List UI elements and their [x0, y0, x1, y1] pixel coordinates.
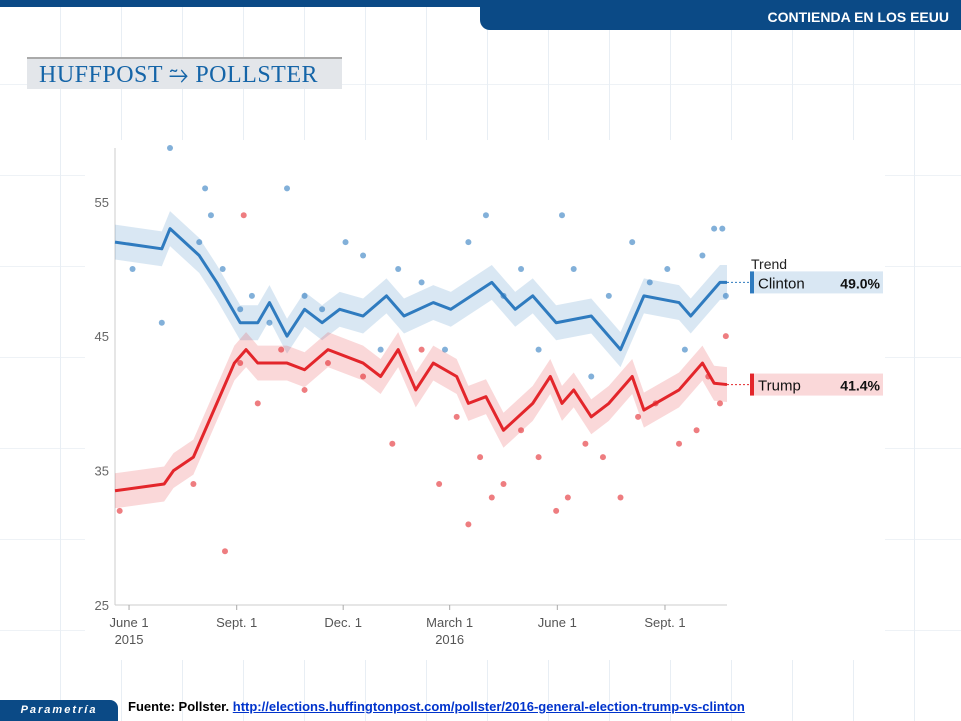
trump-poll-point [518, 427, 525, 434]
trump-poll-point [301, 386, 308, 393]
trump-poll-point [599, 454, 606, 461]
clinton-poll-point [518, 265, 525, 272]
clinton-poll-point [129, 265, 136, 272]
trump-poll-point [477, 454, 484, 461]
x-tick-label: Dec. 1 [324, 615, 362, 630]
trump-poll-point [116, 507, 123, 514]
trump-poll-point [465, 521, 472, 528]
clinton-poll-point [722, 292, 729, 299]
trump-poll-point [500, 481, 507, 488]
clinton-poll-point [301, 292, 308, 299]
trump-legend-value: 41.4% [840, 378, 880, 394]
clinton-poll-point [570, 265, 577, 272]
clinton-poll-point [418, 279, 425, 286]
trump-poll-point [635, 413, 642, 420]
clinton-poll-point [342, 239, 349, 246]
clinton-poll-point [207, 212, 214, 219]
clinton-poll-point [559, 212, 566, 219]
legend-title: Trend [751, 256, 787, 272]
legend-swatch [750, 373, 754, 396]
trump-poll-point [237, 360, 244, 367]
x-tick-sublabel: 2015 [115, 632, 144, 647]
trump-poll-point [278, 346, 285, 353]
trump-poll-point [564, 494, 571, 501]
parametria-brand: Parametría [0, 700, 118, 721]
x-tick-label: Sept. 1 [644, 615, 685, 630]
clinton-poll-point [196, 239, 203, 246]
clinton-poll-point [166, 145, 173, 151]
trump-poll-point [418, 346, 425, 353]
clinton-poll-point [711, 225, 718, 232]
clinton-poll-point [629, 239, 636, 246]
trump-poll-point [582, 440, 589, 447]
clinton-trend-line [114, 227, 727, 352]
trump-poll-point [360, 373, 367, 380]
clinton-poll-point [319, 306, 326, 313]
clinton-poll-point [284, 185, 291, 192]
y-tick-label: 25 [95, 598, 109, 613]
trump-poll-point [190, 481, 197, 488]
clinton-legend-name: Clinton [758, 275, 805, 292]
clinton-poll-point [237, 306, 244, 313]
clinton-poll-point [202, 185, 209, 192]
x-tick-label: March 1 [426, 615, 473, 630]
clinton-poll-point [482, 212, 489, 219]
huffpost-pollster-logo: HUFFPOST ⥲ POLLSTER [27, 57, 342, 89]
clinton-poll-point [588, 373, 595, 380]
clinton-poll-point [248, 292, 255, 299]
source-link[interactable]: http://elections.huffingtonpost.com/poll… [232, 699, 745, 714]
trump-poll-point [488, 494, 495, 501]
clinton-confidence-band [115, 211, 727, 368]
trump-poll-point [389, 440, 396, 447]
legend-bg [750, 271, 883, 294]
y-tick-label: 45 [95, 329, 109, 344]
trump-poll-point [254, 400, 261, 407]
x-tick-label: Sept. 1 [216, 615, 257, 630]
clinton-poll-point [219, 265, 226, 272]
legend-bg [750, 373, 883, 396]
trump-poll-point [221, 548, 228, 555]
clinton-poll-point [395, 265, 402, 272]
clinton-poll-point [158, 319, 165, 326]
trump-poll-point [553, 507, 560, 514]
clinton-poll-point [664, 265, 671, 272]
trump-poll-point [436, 481, 443, 488]
source-label: Fuente: Pollster. [128, 699, 230, 714]
trump-poll-point [535, 454, 542, 461]
x-tick-sublabel: 2016 [435, 632, 464, 647]
clinton-poll-point [535, 346, 542, 353]
clinton-poll-point [681, 346, 688, 353]
clinton-poll-point [441, 346, 448, 353]
clinton-legend-value: 49.0% [840, 275, 880, 291]
trump-confidence-band [115, 332, 727, 509]
y-tick-label: 55 [95, 195, 109, 210]
trump-poll-point [693, 427, 700, 434]
x-tick-label: June 1 [110, 615, 149, 630]
source-note: Fuente: Pollster. http://elections.huffi… [128, 699, 745, 714]
trump-poll-point [716, 400, 723, 407]
section-banner: CONTIENDA EN LOS EEUU [480, 0, 961, 30]
trump-poll-point [676, 440, 683, 447]
legend-swatch [750, 271, 754, 294]
trump-poll-point [722, 333, 729, 340]
trump-trend-line [114, 348, 728, 493]
clinton-poll-point [605, 292, 612, 299]
clinton-poll-point [377, 346, 384, 353]
clinton-poll-point [465, 239, 472, 246]
clinton-poll-point [266, 319, 273, 326]
trump-poll-point [240, 212, 247, 219]
trump-poll-point [617, 494, 624, 501]
trump-legend-name: Trump [758, 378, 801, 395]
clinton-poll-point [646, 279, 653, 286]
clinton-poll-point [699, 252, 706, 259]
trump-poll-point [324, 360, 331, 367]
y-tick-label: 35 [95, 464, 109, 479]
trump-poll-point [453, 413, 460, 420]
clinton-poll-point [360, 252, 367, 259]
x-tick-label: June 1 [538, 615, 577, 630]
clinton-poll-point [719, 225, 726, 232]
